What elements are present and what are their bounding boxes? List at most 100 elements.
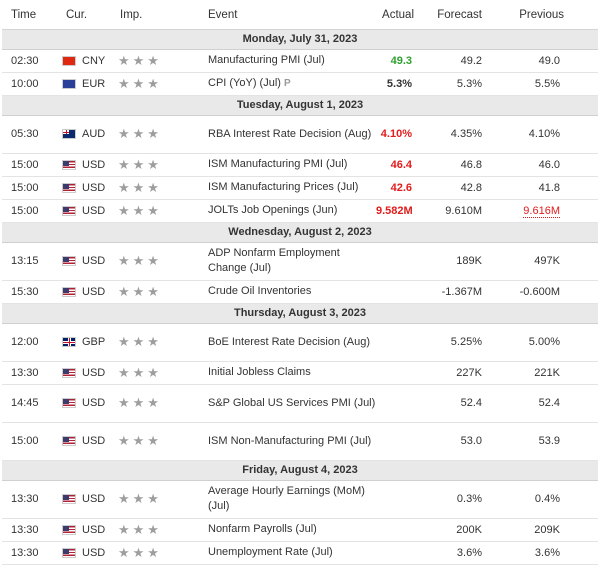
actual-value <box>376 242 430 281</box>
currency-code: USD <box>82 493 106 505</box>
event-cell: CPI (YoY) (Jul) P <box>204 72 376 96</box>
col-header-forecast[interactable]: Forecast <box>430 2 504 30</box>
event-row[interactable]: 14:45 USD ★★★ S&P Global US Services PMI (J… <box>2 384 598 423</box>
event-row[interactable]: 13:30 USD ★★★ Initial Jobless Claims 227K 221… <box>2 361 598 385</box>
currency-code: USD <box>82 158 106 171</box>
previous-cell: 52.4 <box>504 384 598 423</box>
importance-cell: ★★★ <box>118 518 204 542</box>
preliminary-badge: P <box>283 78 291 89</box>
event-cell: Unemployment Rate (Jul) <box>204 541 376 565</box>
importance-stars-icon: ★★★ <box>118 491 162 506</box>
day-header-row: Thursday, August 3, 2023 <box>2 303 598 324</box>
col-header-actual[interactable]: Actual <box>376 2 430 30</box>
event-currency-cell: USD <box>60 242 118 281</box>
previous-value[interactable]: 9.616M <box>523 204 560 218</box>
event-row[interactable]: 02:30 CNY ★★★ Manufacturing PMI (Jul) 49.3 49… <box>2 49 598 73</box>
event-cell: Nonfarm Payrolls (Jul) <box>204 518 376 542</box>
event-row[interactable]: 13:30 USD ★★★ Unemployment Rate (Jul) 3.6% 3.… <box>2 541 598 565</box>
event-currency-cell: CNY <box>60 49 118 73</box>
currency-code: USD <box>82 204 106 217</box>
forecast-value: -1.367M <box>430 280 504 304</box>
importance-cell: ★★★ <box>118 361 204 385</box>
event-cell: Crude Oil Inventories <box>204 280 376 304</box>
event-cell: Average Hourly Earnings (MoM) (Jul) <box>204 480 376 519</box>
usd-flag-icon <box>62 182 76 193</box>
actual-value: 49.3 <box>376 49 430 73</box>
actual-value <box>376 422 430 461</box>
previous-cell: 49.0 <box>504 49 598 73</box>
actual-value <box>376 361 430 385</box>
event-link[interactable]: S&P Global US Services PMI (Jul) <box>208 396 376 409</box>
event-row[interactable]: 13:15 USD ★★★ ADP Nonfarm Employment Change… <box>2 242 598 281</box>
currency-code: USD <box>82 255 106 267</box>
day-header-date: Friday, August 4, 2023 <box>2 460 598 481</box>
event-row[interactable]: 13:30 USD ★★★ Nonfarm Payrolls (Jul) 200K 209… <box>2 518 598 542</box>
event-cell: RBA Interest Rate Decision (Aug) <box>204 115 376 154</box>
event-row[interactable]: 05:30 AUD ★★★ RBA Interest Rate Decision (A… <box>2 115 598 154</box>
previous-value: 49.0 <box>538 54 560 67</box>
previous-value: 5.00% <box>528 336 560 348</box>
importance-cell: ★★★ <box>118 323 204 362</box>
previous-cell: 41.8 <box>504 176 598 200</box>
event-row[interactable]: 12:00 GBP ★★★ BoE Interest Rate Decision (A… <box>2 323 598 362</box>
event-row[interactable]: 10:00 EUR ★★★ CPI (YoY) (Jul) P 5.3% 5.3% 5.5% <box>2 72 598 96</box>
event-row[interactable]: 13:30 USD ★★★ Average Hourly Earnings (MoM)… <box>2 480 598 519</box>
previous-cell: 3.6% <box>504 541 598 565</box>
day-header-date: Thursday, August 3, 2023 <box>2 303 598 324</box>
forecast-value: 227K <box>430 361 504 385</box>
previous-value: 5.5% <box>534 77 560 90</box>
event-link[interactable]: Unemployment Rate (Jul) <box>208 546 333 558</box>
event-link[interactable]: Average Hourly Earnings (MoM) (Jul) <box>208 485 365 512</box>
event-currency-cell: USD <box>60 480 118 519</box>
event-link[interactable]: BoE Interest Rate Decision (Aug) <box>208 335 371 348</box>
event-row[interactable]: 15:00 USD ★★★ ISM Non-Manufacturing PMI (Ju… <box>2 422 598 461</box>
col-header-importance[interactable]: Imp. <box>118 2 204 30</box>
importance-stars-icon: ★★★ <box>118 395 162 410</box>
event-cell: ADP Nonfarm Employment Change (Jul) <box>204 242 376 281</box>
currency-box: USD <box>60 493 118 505</box>
event-link[interactable]: CPI (YoY) (Jul) <box>208 77 281 89</box>
currency-box: CNY <box>60 55 118 67</box>
actual-value <box>376 541 430 565</box>
event-link[interactable]: Initial Jobless Claims <box>208 366 311 378</box>
forecast-value: 53.0 <box>430 422 504 461</box>
currency-code: EUR <box>82 77 106 90</box>
previous-cell: 46.0 <box>504 153 598 177</box>
currency-box: USD <box>60 255 118 267</box>
forecast-value: 200K <box>430 518 504 542</box>
usd-flag-icon <box>62 436 76 446</box>
currency-code: USD <box>82 366 106 379</box>
currency-code: GBP <box>82 336 106 348</box>
event-row[interactable]: 15:00 USD ★★★ ISM Manufacturing Prices (Jul… <box>2 176 598 200</box>
event-cell: Manufacturing PMI (Jul) <box>204 49 376 73</box>
col-header-event[interactable]: Event <box>204 2 376 30</box>
event-link[interactable]: ISM Manufacturing Prices (Jul) <box>208 181 359 193</box>
day-header-date: Tuesday, August 1, 2023 <box>2 95 598 116</box>
event-row[interactable]: 15:00 USD ★★★ ISM Manufacturing PMI (Jul) 46… <box>2 153 598 177</box>
event-link[interactable]: Nonfarm Payrolls (Jul) <box>208 523 317 535</box>
event-link[interactable]: ISM Manufacturing PMI (Jul) <box>208 158 348 170</box>
event-row[interactable]: 15:30 USD ★★★ Crude Oil Inventories -1.367M -… <box>2 280 598 304</box>
event-cell: S&P Global US Services PMI (Jul) <box>204 384 376 423</box>
event-currency-cell: AUD <box>60 115 118 154</box>
actual-value: 42.6 <box>376 176 430 200</box>
event-time: 15:00 <box>2 153 60 177</box>
event-link[interactable]: JOLTs Job Openings (Jun) <box>208 204 338 216</box>
col-header-time[interactable]: Time <box>2 2 60 30</box>
event-link[interactable]: RBA Interest Rate Decision (Aug) <box>208 127 372 140</box>
event-link[interactable]: Crude Oil Inventories <box>208 285 312 297</box>
usd-flag-icon <box>62 256 76 266</box>
event-link[interactable]: ADP Nonfarm Employment Change (Jul) <box>208 247 340 274</box>
event-time: 15:00 <box>2 199 60 223</box>
event-link[interactable]: Manufacturing PMI (Jul) <box>208 54 325 66</box>
col-header-previous[interactable]: Previous <box>504 2 598 30</box>
event-link[interactable]: ISM Non-Manufacturing PMI (Jul) <box>208 434 372 447</box>
previous-value: 4.10% <box>528 128 560 140</box>
event-currency-cell: EUR <box>60 72 118 96</box>
event-row[interactable]: 15:00 USD ★★★ JOLTs Job Openings (Jun) 9.582… <box>2 199 598 223</box>
forecast-value: 5.3% <box>430 72 504 96</box>
currency-code: AUD <box>82 128 106 140</box>
col-header-currency[interactable]: Cur. <box>60 2 118 30</box>
day-header-row: Friday, August 4, 2023 <box>2 460 598 481</box>
previous-cell: -0.600M <box>504 280 598 304</box>
